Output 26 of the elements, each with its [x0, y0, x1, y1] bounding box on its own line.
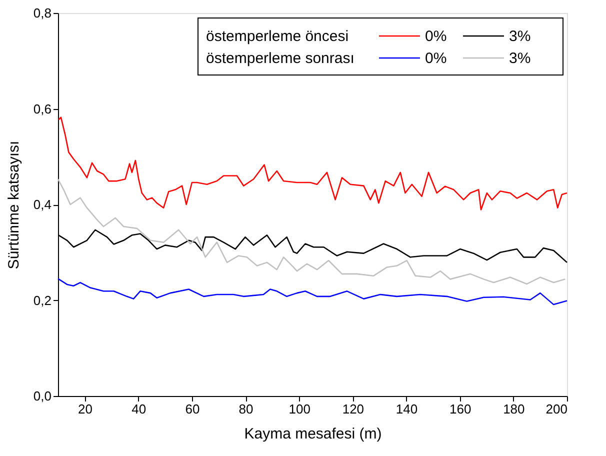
x-tick-label: 60 — [185, 402, 200, 416]
y-tick-label: 0,6 — [33, 101, 52, 116]
x-tick-label: 40 — [132, 402, 146, 416]
x-tick-label: 100 — [288, 402, 310, 416]
y-tick-label: 0,8 — [33, 6, 52, 20]
x-tick-label: 140 — [396, 402, 418, 416]
legend-label: 3% — [509, 50, 531, 67]
y-tick-label: 0,4 — [33, 197, 52, 212]
y-axis-title: Sürtünme katsayısı — [5, 140, 22, 270]
x-tick-label: 80 — [238, 402, 254, 416]
x-tick-label: 20 — [78, 402, 93, 416]
x-tick-label: 120 — [342, 402, 364, 416]
legend-label: 3% — [509, 28, 531, 45]
annotation: östemperleme sonrası — [206, 50, 354, 67]
x-axis-title: Kayma mesafesi (m) — [244, 426, 382, 442]
annotation: östemperleme öncesi — [206, 28, 349, 45]
y-tick-label: 0,2 — [33, 292, 52, 308]
x-tick-label: 180 — [503, 402, 525, 416]
line-series — [57, 278, 568, 306]
line-series — [58, 116, 568, 210]
legend-label: 0% — [425, 28, 447, 45]
x-tick-label: 160 — [449, 402, 472, 416]
line-series — [57, 178, 566, 285]
x-tick-label: 200 — [546, 402, 568, 416]
legend-label: 0% — [425, 50, 447, 67]
y-tick-label: 0,0 — [33, 388, 52, 404]
